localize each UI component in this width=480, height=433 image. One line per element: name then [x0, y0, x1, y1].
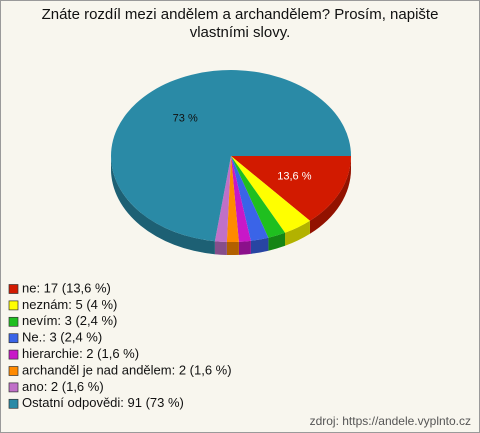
- legend-label: ne: 17 (13,6 %): [22, 280, 111, 295]
- slice-side: [250, 237, 269, 254]
- legend-swatch: [8, 398, 19, 409]
- slice-side-shade: [268, 232, 286, 251]
- slice: [231, 156, 286, 238]
- slice-side: [238, 240, 251, 255]
- legend-swatch: [8, 333, 19, 344]
- legend-label: hierarchie: 2 (1,6 %): [22, 346, 139, 361]
- legend-swatch: [8, 382, 19, 393]
- value-label: 73 %: [173, 112, 198, 124]
- slice-side-shade: [111, 156, 215, 255]
- legend-swatch: [8, 316, 19, 327]
- legend-swatch: [8, 284, 19, 294]
- legend-label: archanděl je nad andělem: 2 (1,6 %): [22, 362, 232, 377]
- slice-side: [309, 156, 351, 234]
- legend-label: ano: 2 (1,6 %): [22, 379, 104, 394]
- slice: [231, 156, 269, 241]
- legend-label: neznám: 5 (4 %): [22, 297, 117, 312]
- slice: [214, 156, 231, 242]
- slice-side-shade: [285, 220, 310, 246]
- legend-label: Ne.: 3 (2,4 %): [22, 330, 102, 345]
- legend-label: Ostatní odpovědi: 91 (73 %): [22, 395, 184, 410]
- legend-label: nevím: 3 (2,4 %): [22, 313, 117, 328]
- slice: [111, 69, 352, 242]
- legend-swatch: [8, 300, 19, 311]
- slice: [231, 156, 351, 221]
- slice-side: [268, 232, 286, 251]
- slice-side: [111, 156, 215, 255]
- legend-swatch: [8, 366, 19, 376]
- slice: [226, 156, 239, 242]
- slice-side-shade: [250, 237, 269, 254]
- slice-side: [214, 241, 227, 255]
- source: zdroj: https://andele.vyplnto.cz: [310, 414, 471, 428]
- slice-side-shade: [238, 240, 251, 255]
- slice-side: [226, 241, 239, 255]
- slice-side: [285, 220, 310, 246]
- value-label: 13,6 %: [277, 171, 311, 183]
- slice: [231, 156, 310, 233]
- chart-title: Znáte rozdíl mezi andělem a archandělem?…: [41, 6, 439, 41]
- slice-side-shade: [226, 241, 239, 255]
- legend-swatch: [8, 349, 19, 360]
- slice-side-shade: [214, 241, 227, 255]
- slice-side-shade: [309, 156, 351, 234]
- slice: [231, 156, 251, 242]
